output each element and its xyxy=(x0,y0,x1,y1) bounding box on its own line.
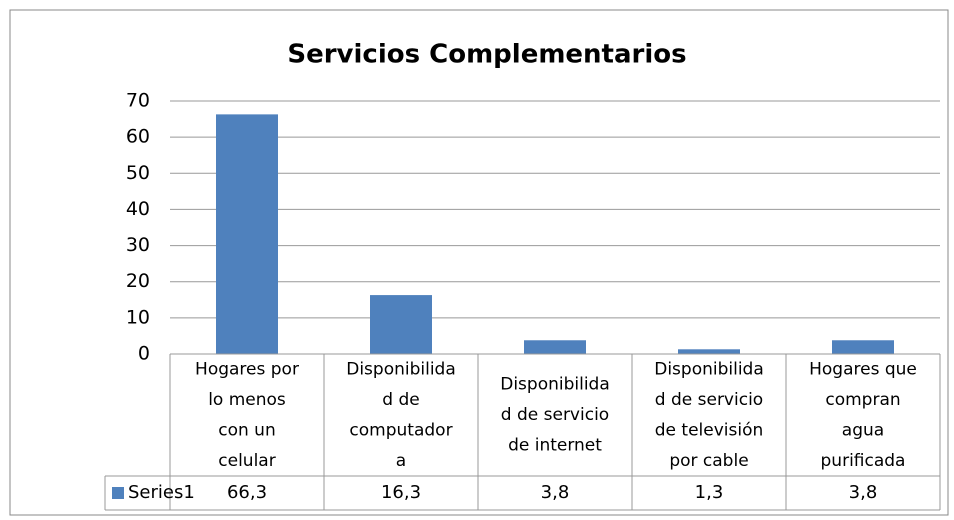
x-tick-line: purificada xyxy=(821,451,906,471)
x-tick-line: Disponibilida xyxy=(654,359,764,379)
y-tick-label: 40 xyxy=(126,198,150,220)
bar xyxy=(216,114,278,354)
bar xyxy=(832,340,894,354)
x-tick-label: Disponibilida d de servicio de televisión p… xyxy=(654,359,764,471)
chart-border xyxy=(9,9,949,516)
chart-title: Servicios Complementarios xyxy=(287,40,686,70)
table-value: 3,8 xyxy=(849,482,878,503)
y-tick-label: 30 xyxy=(126,234,150,256)
y-tick-label: 70 xyxy=(126,90,150,112)
table-value: 16,3 xyxy=(381,482,421,503)
bar xyxy=(370,295,432,354)
x-tick-line: Disponibilida xyxy=(500,375,610,395)
x-tick-line: por cable xyxy=(669,451,748,471)
bar xyxy=(524,340,586,354)
y-tick-label: 20 xyxy=(126,270,150,292)
x-tick-line: a xyxy=(396,451,406,471)
x-tick-line: d de servicio xyxy=(655,390,763,410)
x-tick-line: compran xyxy=(825,390,900,410)
x-tick-line: d de servicio xyxy=(501,405,609,425)
x-tick-line: de televisión xyxy=(655,420,764,440)
legend-swatch xyxy=(112,487,124,499)
x-tick-label: Disponibilida d de computador a xyxy=(346,359,456,471)
x-tick-label: Disponibilida d de servicio de internet xyxy=(500,375,610,456)
legend-label: Series1 xyxy=(128,482,195,503)
x-tick-line: de internet xyxy=(508,436,602,456)
x-tick-line: Hogares por xyxy=(195,359,299,379)
x-tick-line: Hogares que xyxy=(809,359,917,379)
table-value: 3,8 xyxy=(541,482,570,503)
bar xyxy=(678,349,740,354)
x-tick-label: Hogares que compran agua purificada xyxy=(809,359,917,471)
x-tick-line: Disponibilida xyxy=(346,359,456,379)
x-tick-line: celular xyxy=(218,451,275,471)
y-tick-label: 10 xyxy=(126,306,150,328)
x-tick-line: lo menos xyxy=(208,390,286,410)
x-tick-line: agua xyxy=(842,420,884,440)
table-value: 1,3 xyxy=(695,482,724,503)
x-tick-line: con un xyxy=(218,420,275,440)
x-tick-line: computador xyxy=(349,420,452,440)
y-tick-label: 50 xyxy=(126,162,150,184)
y-tick-label: 0 xyxy=(138,343,150,365)
y-tick-label: 60 xyxy=(126,126,150,148)
x-tick-line: d de xyxy=(382,390,419,410)
x-tick-label: Hogares por lo menos con un celular xyxy=(195,359,299,471)
table-value: 66,3 xyxy=(227,482,267,503)
